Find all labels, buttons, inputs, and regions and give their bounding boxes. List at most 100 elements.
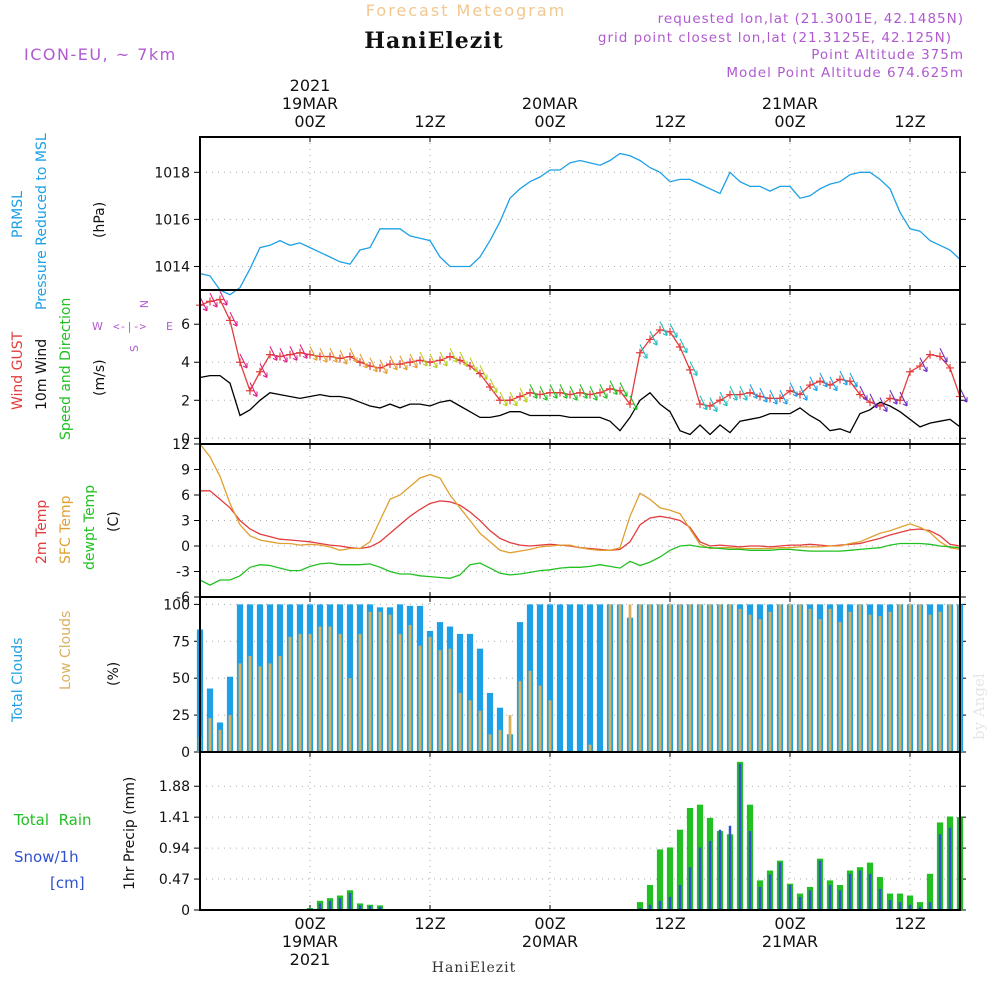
top-time-label: 00Z <box>534 112 565 131</box>
total-cloud-bar <box>576 604 584 752</box>
watermark: by Angel <box>970 673 988 740</box>
total-cloud-bar <box>486 692 494 752</box>
gust-ylabel: Wind GUST <box>10 331 26 410</box>
low-cloud-bar <box>618 604 622 752</box>
gust-marker <box>906 367 914 376</box>
wind-direction-arrow <box>259 363 268 378</box>
gust-marker <box>326 352 334 361</box>
snow-bar <box>848 873 852 910</box>
bottom-time-label: 19MAR <box>282 932 338 951</box>
gust-marker <box>576 388 584 397</box>
low-cloud-bar <box>748 614 752 752</box>
gust-marker <box>836 375 844 384</box>
low-cloud-bar <box>548 700 552 752</box>
panel-frame <box>199 751 961 911</box>
low-cloud-bar <box>248 656 252 752</box>
low-cloud-bar <box>348 678 352 752</box>
top-time-label: 19MAR <box>282 94 338 113</box>
wind-direction-arrow <box>319 348 328 363</box>
rain-bar <box>646 884 654 910</box>
low-cloud-bar <box>388 614 392 752</box>
low-cloud-bar <box>358 633 362 752</box>
gust-marker <box>636 348 644 357</box>
bottom-time-label: 00Z <box>774 914 805 933</box>
cm-label: [cm] <box>50 874 85 892</box>
wind-direction-arrow <box>409 353 418 369</box>
snow-bar <box>348 892 352 910</box>
low-cloud-bar <box>368 611 372 752</box>
wind-panel: Wind GUST 10m Wind Speed and Direction (… <box>10 289 968 447</box>
gust-marker <box>656 325 664 334</box>
gust-marker <box>926 350 934 359</box>
wind-ylabel-2: Speed and Direction <box>58 298 74 440</box>
low-cloud-bar <box>338 633 342 752</box>
wind-direction-arrow <box>839 370 848 386</box>
wind-direction-arrow <box>789 382 798 397</box>
pressure-ylabel-1: PRMSL <box>10 191 26 238</box>
wind-direction-arrow <box>919 357 928 373</box>
y-tick-label: 1.41 <box>159 810 190 826</box>
low-cloud-bar <box>768 611 772 752</box>
snow-bar <box>748 831 752 910</box>
wind-ylabel-1: 10m Wind <box>34 339 50 410</box>
low-cloud-bar <box>308 633 312 752</box>
low-cloud-bar <box>858 604 862 752</box>
snow-bar <box>318 903 322 910</box>
low-cloud-bar <box>938 611 942 752</box>
gust-marker <box>716 396 724 405</box>
total-cloud-bar <box>586 604 594 752</box>
wind-direction-arrow <box>599 384 608 399</box>
gust-marker <box>346 352 354 361</box>
cloud-unit: (%) <box>106 662 122 686</box>
gust-marker <box>386 360 394 369</box>
gust-marker <box>546 388 554 397</box>
wind-direction-arrow <box>519 387 528 403</box>
model-altitude: Model Point Altitude 674.625m <box>726 65 964 81</box>
low-cloud-bar <box>638 604 642 752</box>
chart-title: Forecast Meteogram <box>366 1 566 20</box>
rain-bar <box>686 807 694 910</box>
gust-marker <box>476 369 484 378</box>
y-tick-label: 12 <box>172 437 190 453</box>
bottom-time-label: 12Z <box>894 914 925 933</box>
total-cloud-bar <box>546 604 554 752</box>
wind-direction-arrow <box>369 357 378 373</box>
wind-direction-arrow <box>339 349 348 365</box>
y-tick-label: 0.47 <box>159 872 190 888</box>
low-cloud-bar <box>288 636 292 752</box>
snow-bar <box>328 900 332 910</box>
low-cloud-bar <box>328 626 332 752</box>
compass-north: N <box>137 300 150 308</box>
top-time-label: 00Z <box>294 112 325 131</box>
low-cloud-bar <box>218 729 222 752</box>
10m-wind-line <box>199 374 961 436</box>
low-cloud-bar <box>258 666 262 752</box>
wind-direction-arrow <box>879 397 888 413</box>
bottom-time-label: 00Z <box>294 914 325 933</box>
low-cloud-bar <box>868 614 872 752</box>
low-cloud-bar <box>588 744 592 752</box>
gust-marker <box>236 358 244 367</box>
low-cloud-bar <box>438 650 442 752</box>
temp2m-ylabel: 2m Temp <box>34 500 50 564</box>
rain-bar <box>656 849 664 910</box>
wind-direction-arrow <box>239 353 248 369</box>
point-altitude: Point Altitude 375m <box>811 47 964 63</box>
wind-direction-arrow <box>349 348 358 363</box>
wind-direction-arrow <box>539 386 548 401</box>
wind-direction-arrow <box>849 372 858 388</box>
wind-direction-arrow <box>219 290 228 306</box>
snow-bar <box>878 888 882 910</box>
total-cloud-bar <box>556 604 564 752</box>
wind-direction-arrow <box>679 338 688 354</box>
y-tick-label: 9 <box>181 463 190 479</box>
wind-direction-arrow <box>359 353 368 369</box>
wind-direction-arrow <box>939 348 948 363</box>
compass-west: W <box>92 320 103 333</box>
low-cloud-bar <box>728 604 732 752</box>
rain-label: Total Rain <box>13 811 92 829</box>
wind-direction-arrow <box>719 391 728 407</box>
low-cloud-bar <box>628 604 632 752</box>
snow-bar <box>768 874 772 910</box>
